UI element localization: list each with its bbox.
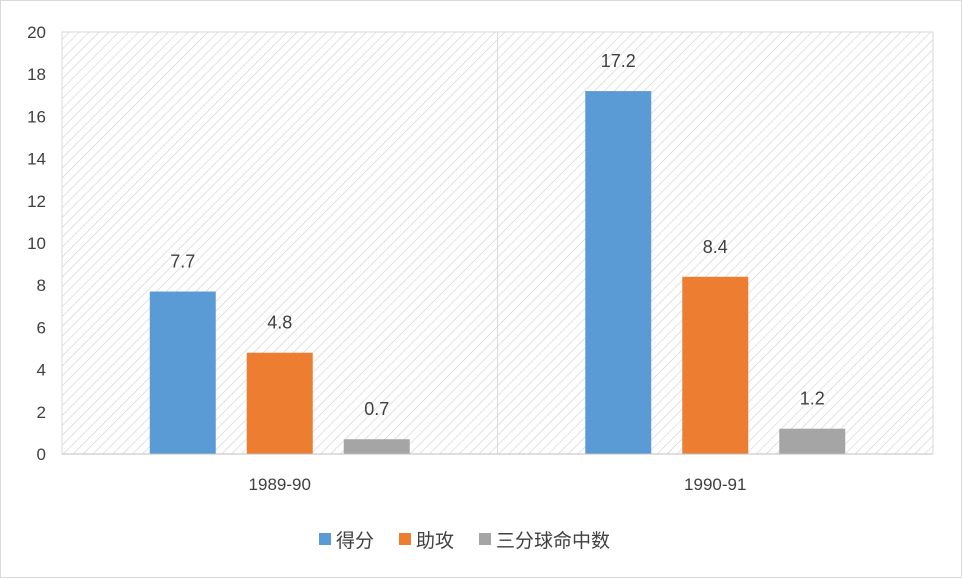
x-category-label: 1989-90 [249, 475, 311, 494]
y-tick-label: 6 [37, 318, 46, 337]
y-tick-label: 14 [27, 150, 46, 169]
x-category-label: 1990-91 [684, 475, 746, 494]
bar-1-1990-91 [585, 91, 652, 454]
data-label: 17.2 [601, 51, 636, 71]
data-label: 8.4 [703, 237, 728, 257]
data-label: 1.2 [800, 389, 825, 409]
y-tick-label: 4 [37, 361, 46, 380]
bar-1-1989-90 [149, 291, 216, 454]
y-tick-label: 0 [37, 445, 46, 464]
y-tick-label: 16 [27, 107, 46, 126]
data-label: 0.7 [364, 399, 389, 419]
legend-label: 三分球命中数 [496, 530, 610, 552]
legend-swatch [479, 533, 491, 545]
legend: 得分 助攻 三分球命中数 [319, 530, 610, 552]
y-tick-label: 20 [27, 23, 46, 42]
y-tick-label: 12 [27, 192, 46, 211]
legend-swatch [319, 533, 331, 545]
data-label: 7.7 [170, 252, 195, 272]
bar-2-1989-90 [246, 352, 313, 454]
legend-label: 得分 [336, 530, 374, 552]
legend-swatch [399, 533, 411, 545]
bar-2-1990-91 [682, 276, 749, 454]
y-tick-label: 18 [27, 65, 46, 84]
y-tick-label: 2 [37, 403, 46, 422]
y-tick-label: 8 [37, 276, 46, 295]
y-tick-label: 10 [27, 234, 46, 253]
bar-3-1989-90 [343, 439, 410, 454]
bar-3-1990-91 [779, 428, 846, 454]
data-label: 4.8 [267, 313, 292, 333]
plot-area: 0 2 4 6 8 10 12 14 16 18 20 7.7 4.8 0.7 1989-90 17.2 8.4… [27, 23, 934, 494]
legend-label: 助攻 [416, 530, 454, 552]
